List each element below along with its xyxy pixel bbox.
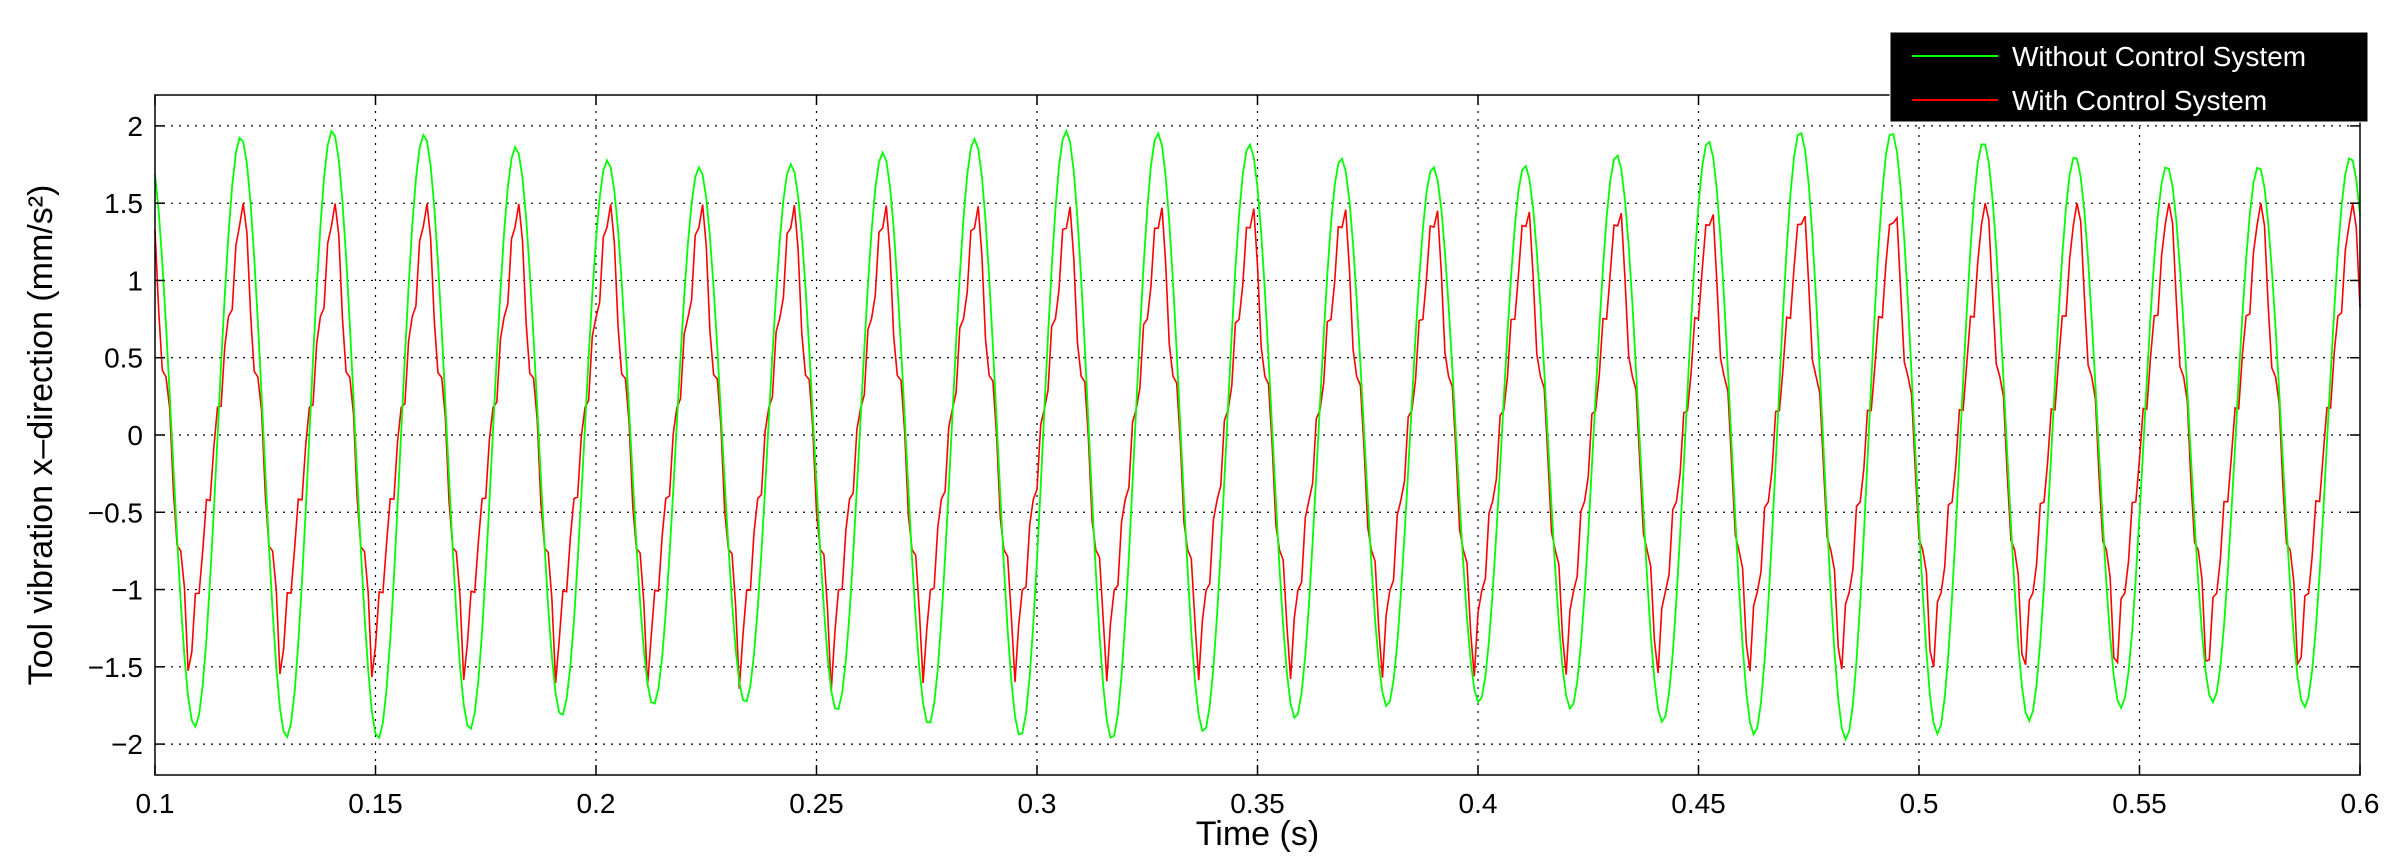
y-tick-label: −2 [111, 729, 143, 760]
series-line-with-control [154, 203, 2361, 692]
x-tick-label: 0.3 [1018, 788, 1057, 819]
legend-label-without-control: Without Control System [2012, 41, 2306, 72]
y-tick-label: −0.5 [88, 497, 143, 528]
y-tick-label: 1 [127, 265, 143, 296]
y-tick-label: 1.5 [104, 188, 143, 219]
ticks: 0.1 0.15 0.2 0.25 0.3 0.35 0.4 0.45 0.5 0.55 0.6 2 1… [88, 95, 2380, 819]
x-tick-label: 0.5 [1900, 788, 1939, 819]
y-tick-label: 2 [127, 111, 143, 142]
x-tick-label: 0.2 [577, 788, 616, 819]
x-tick-label: 0.35 [1230, 788, 1285, 819]
x-tick-label: 0.1 [136, 788, 175, 819]
y-tick-label: −1 [111, 575, 143, 606]
legend: Without Control System With Control Syst… [1889, 31, 2369, 123]
legend-label-with-control: With Control System [2012, 85, 2267, 116]
y-tick-label: −1.5 [88, 652, 143, 683]
series-line-without-control [154, 128, 2361, 742]
x-tick-label: 0.55 [2112, 788, 2167, 819]
y-axis-label: Tool vibration x–direction (mm/s²) [22, 185, 60, 686]
x-tick-label: 0.6 [2341, 788, 2380, 819]
legend-box [1889, 31, 2369, 123]
y-tick-label: 0 [127, 420, 143, 451]
y-tick-label: 0.5 [104, 343, 143, 374]
x-tick-label: 0.45 [1671, 788, 1726, 819]
x-tick-label: 0.15 [348, 788, 403, 819]
x-tick-label: 0.4 [1459, 788, 1498, 819]
x-axis-label: Time (s) [1196, 815, 1319, 853]
x-tick-label: 0.25 [789, 788, 844, 819]
series-layer [154, 128, 2361, 742]
